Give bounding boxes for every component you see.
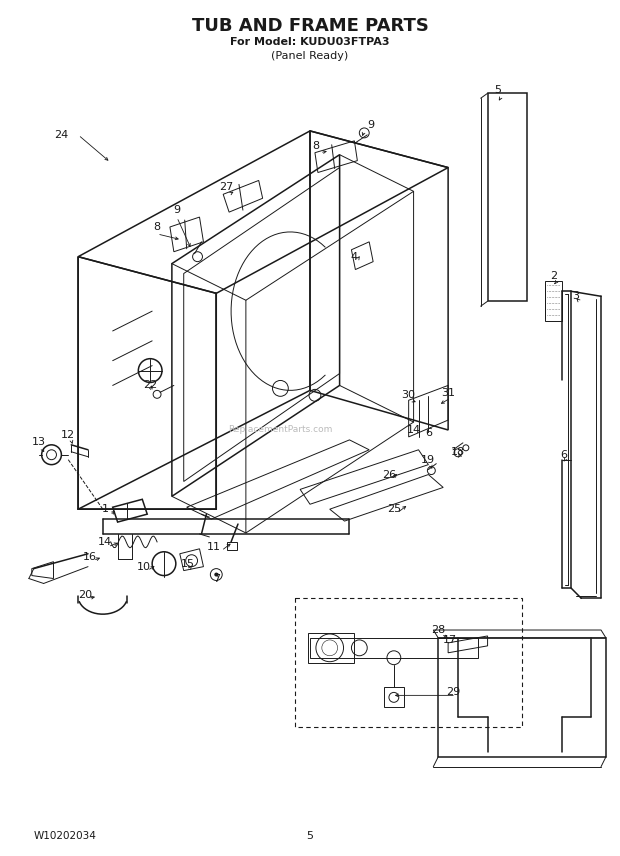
Text: 11: 11 [207,542,221,552]
Text: 1: 1 [102,504,109,514]
Text: 29: 29 [446,687,460,698]
Text: 9: 9 [368,120,374,130]
Text: 12: 12 [61,430,76,440]
Text: 8: 8 [312,140,319,151]
Text: 14: 14 [407,425,420,435]
Text: 25: 25 [387,504,401,514]
Text: 31: 31 [441,389,455,398]
Text: 22: 22 [143,380,157,390]
Text: 18: 18 [451,447,465,457]
Text: 30: 30 [402,390,415,401]
Text: 10: 10 [137,562,151,572]
Text: 8: 8 [154,222,161,232]
Text: TUB AND FRAME PARTS: TUB AND FRAME PARTS [192,17,428,35]
Text: 5: 5 [306,831,314,841]
Text: 27: 27 [219,182,233,193]
Text: 28: 28 [431,625,445,635]
Text: 2: 2 [550,271,557,282]
Circle shape [215,573,218,577]
Text: 19: 19 [422,455,435,465]
Text: 6: 6 [560,449,567,460]
Text: 3: 3 [572,291,579,301]
Text: 14: 14 [98,537,112,547]
Text: W10202034: W10202034 [33,831,97,841]
Text: 16: 16 [83,552,97,562]
Text: 9: 9 [173,205,180,215]
Text: 26: 26 [382,470,396,479]
Text: 5: 5 [494,86,501,95]
Text: 15: 15 [180,559,195,568]
Text: 7: 7 [213,574,220,584]
Text: 6: 6 [425,428,432,438]
Text: For Model: KUDU03FTPA3: For Model: KUDU03FTPA3 [230,37,390,47]
Text: 24: 24 [55,130,69,140]
Text: 13: 13 [32,437,46,447]
Text: 20: 20 [78,591,92,600]
Text: (Panel Ready): (Panel Ready) [272,51,348,61]
Text: 17: 17 [443,635,457,645]
Text: ReplacementParts.com: ReplacementParts.com [228,425,332,435]
Text: 4: 4 [351,252,358,262]
